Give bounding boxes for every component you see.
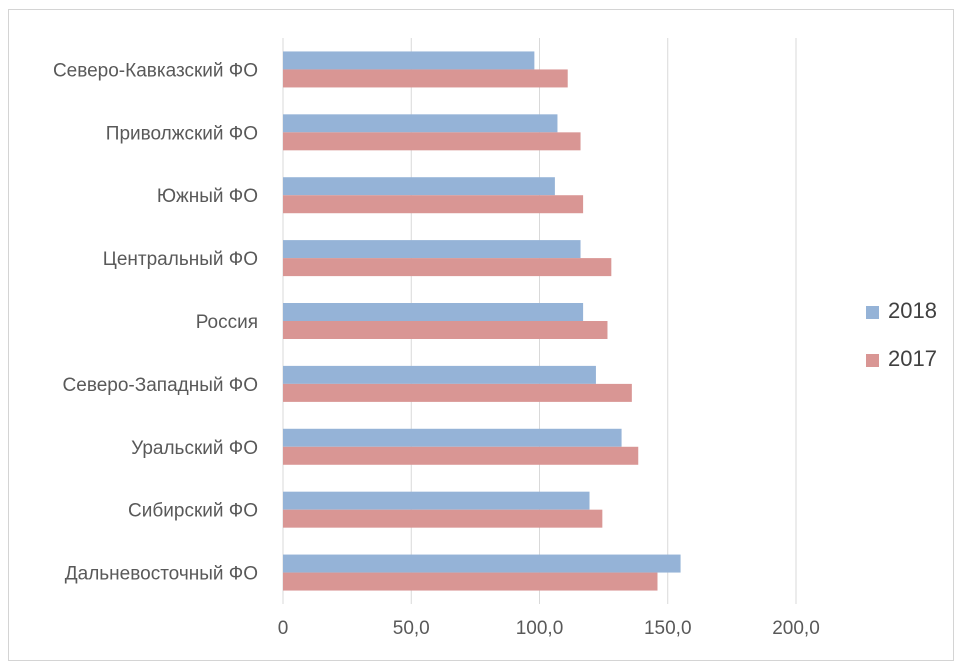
- category-label: Дальневосточный ФО: [65, 564, 258, 585]
- bar-2017: [283, 69, 568, 88]
- bar-2018: [283, 365, 596, 384]
- bar-2018: [283, 51, 535, 70]
- bar-2017: [283, 195, 584, 214]
- bar-2017: [283, 321, 608, 339]
- category-label: Сибирский ФО: [128, 501, 258, 522]
- category-label: Россия: [196, 312, 258, 333]
- bar-2017: [283, 383, 632, 402]
- category-label: Северо-Западный ФО: [63, 375, 258, 396]
- bar-2018: [283, 303, 584, 321]
- bar-2018: [283, 240, 581, 259]
- legend-swatch: [866, 306, 879, 319]
- legend-label: 2018: [888, 298, 937, 323]
- category-label: Северо-Кавказский ФО: [53, 60, 258, 81]
- bar-2017: [283, 258, 612, 277]
- bar-2018: [283, 428, 622, 447]
- bar-2018: [283, 491, 590, 510]
- x-tick-label: 0: [278, 618, 289, 639]
- bar-2017: [283, 132, 581, 151]
- x-tick-label: 100,0: [516, 618, 564, 639]
- x-tick-label: 200,0: [772, 618, 820, 639]
- category-label: Приволжский ФО: [106, 123, 258, 144]
- bar-2018: [283, 114, 558, 133]
- category-label: Южный ФО: [157, 186, 258, 207]
- bar-2018: [283, 177, 555, 196]
- bar-2017: [283, 572, 658, 591]
- category-label: Центральный ФО: [103, 249, 258, 270]
- legend-label: 2017: [888, 346, 937, 371]
- bar-2018: [283, 554, 681, 573]
- category-label: Уральский ФО: [131, 438, 258, 459]
- legend-swatch: [866, 354, 879, 367]
- x-tick-label: 150,0: [644, 618, 692, 639]
- bar-2017: [283, 446, 639, 465]
- x-tick-label: 50,0: [393, 618, 430, 639]
- bar-2017: [283, 509, 603, 528]
